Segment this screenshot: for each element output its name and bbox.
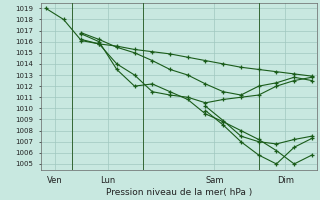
X-axis label: Pression niveau de la mer( hPa ): Pression niveau de la mer( hPa ) <box>106 188 252 197</box>
